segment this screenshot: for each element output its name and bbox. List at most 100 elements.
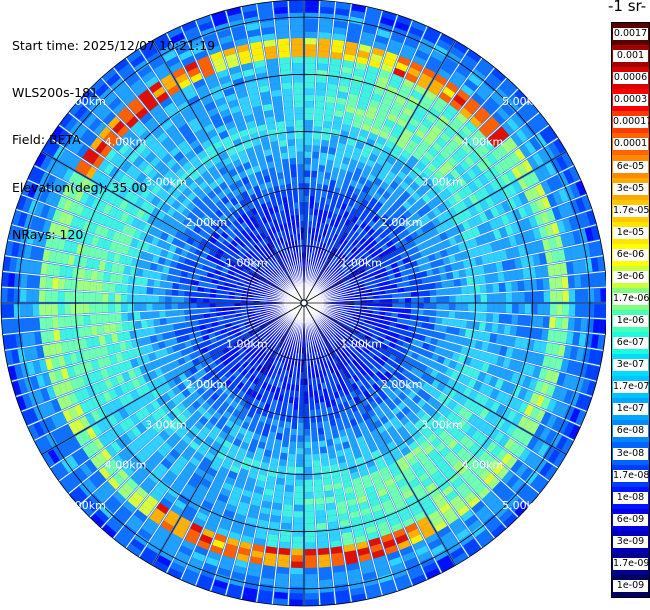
beta-cell <box>505 98 519 112</box>
beta-cell <box>332 314 340 319</box>
beta-cell <box>367 386 376 395</box>
beta-cell <box>135 268 144 277</box>
beta-cell <box>330 199 337 207</box>
beta-cell <box>556 372 566 386</box>
beta-cell <box>490 193 501 205</box>
beta-cell <box>329 345 335 353</box>
beta-cell <box>274 439 282 447</box>
beta-cell <box>355 234 363 242</box>
beta-cell <box>344 111 354 120</box>
beta-cell <box>463 398 474 409</box>
beta-cell <box>89 281 97 292</box>
beta-cell <box>326 267 332 274</box>
beta-cell <box>516 430 528 443</box>
beta-cell <box>486 152 498 165</box>
beta-cell <box>318 434 326 442</box>
beta-cell <box>350 10 365 19</box>
beta-cell <box>450 426 461 438</box>
beta-cell <box>326 313 333 318</box>
beta-cell <box>380 16 395 27</box>
beta-cell <box>568 304 576 317</box>
beta-cell <box>327 353 333 361</box>
beta-cell <box>320 278 325 285</box>
beta-cell <box>591 257 599 272</box>
beta-cell <box>525 470 539 485</box>
beta-cell <box>328 521 339 529</box>
beta-cell <box>487 519 502 533</box>
beta-cell <box>384 370 392 379</box>
beta-cell <box>402 200 412 210</box>
beta-cell <box>395 411 405 421</box>
beta-cell <box>304 189 310 196</box>
beta-cell <box>314 120 323 128</box>
beta-cell <box>351 359 359 367</box>
beta-cell <box>462 209 473 220</box>
beta-cell <box>322 342 327 349</box>
beta-cell <box>354 326 362 332</box>
beta-cell <box>315 274 320 282</box>
beta-cell <box>347 385 355 393</box>
beta-cell <box>541 265 549 277</box>
beta-cell <box>402 106 414 117</box>
beta-cell <box>326 288 333 293</box>
beta-cell <box>456 528 470 541</box>
beta-cell <box>418 334 426 342</box>
beta-cell <box>388 353 397 362</box>
beta-cell <box>203 308 210 314</box>
beta-cell <box>479 186 490 199</box>
beta-cell <box>545 162 557 176</box>
beta-cell <box>355 415 364 424</box>
beta-cell <box>381 63 394 73</box>
beta-cell <box>330 318 337 324</box>
beta-cell <box>304 391 309 398</box>
beta-cell <box>493 251 502 262</box>
beta-cell <box>317 535 329 543</box>
beta-cell <box>316 316 322 322</box>
beta-cell <box>419 439 431 450</box>
beta-cell <box>374 114 386 124</box>
beta-cell <box>453 499 466 512</box>
beta-cell <box>508 151 521 165</box>
beta-cell <box>394 95 407 106</box>
beta-cell <box>561 317 569 330</box>
beta-cell <box>473 404 484 416</box>
beta-cell <box>419 249 428 258</box>
beta-cell <box>190 309 198 315</box>
beta-cell <box>505 494 519 508</box>
beta-cell <box>492 111 505 125</box>
beta-cell <box>506 474 520 488</box>
beta-cell <box>594 350 604 365</box>
beta-cell <box>547 264 555 277</box>
beta-cell <box>437 526 451 538</box>
beta-cell <box>575 347 585 361</box>
beta-cell <box>393 144 404 155</box>
beta-cell <box>152 311 160 319</box>
beta-cell <box>384 140 395 150</box>
beta-cell <box>381 472 393 482</box>
beta-cell <box>83 315 91 326</box>
beta-cell <box>375 81 387 91</box>
beta-cell <box>304 145 312 152</box>
beta-cell <box>307 240 311 247</box>
beta-cell <box>364 418 373 427</box>
beta-cell <box>281 516 292 524</box>
beta-cell <box>512 303 519 314</box>
beta-cell <box>305 6 319 13</box>
beta-cell <box>334 277 341 283</box>
beta-cell <box>324 348 330 355</box>
beta-cell <box>520 486 534 501</box>
beta-cell <box>319 440 327 448</box>
beta-cell <box>384 456 395 466</box>
beta-cell <box>515 109 529 124</box>
beta-cell <box>428 316 436 324</box>
beta-cell <box>362 262 370 268</box>
beta-cell <box>444 229 454 239</box>
beta-cell <box>475 505 489 519</box>
beta-cell <box>411 430 422 440</box>
beta-cell <box>401 324 409 331</box>
beta-cell <box>527 436 539 450</box>
beta-cell <box>557 344 566 357</box>
beta-cell <box>500 452 513 465</box>
beta-cell <box>519 448 531 462</box>
beta-cell <box>353 259 360 266</box>
